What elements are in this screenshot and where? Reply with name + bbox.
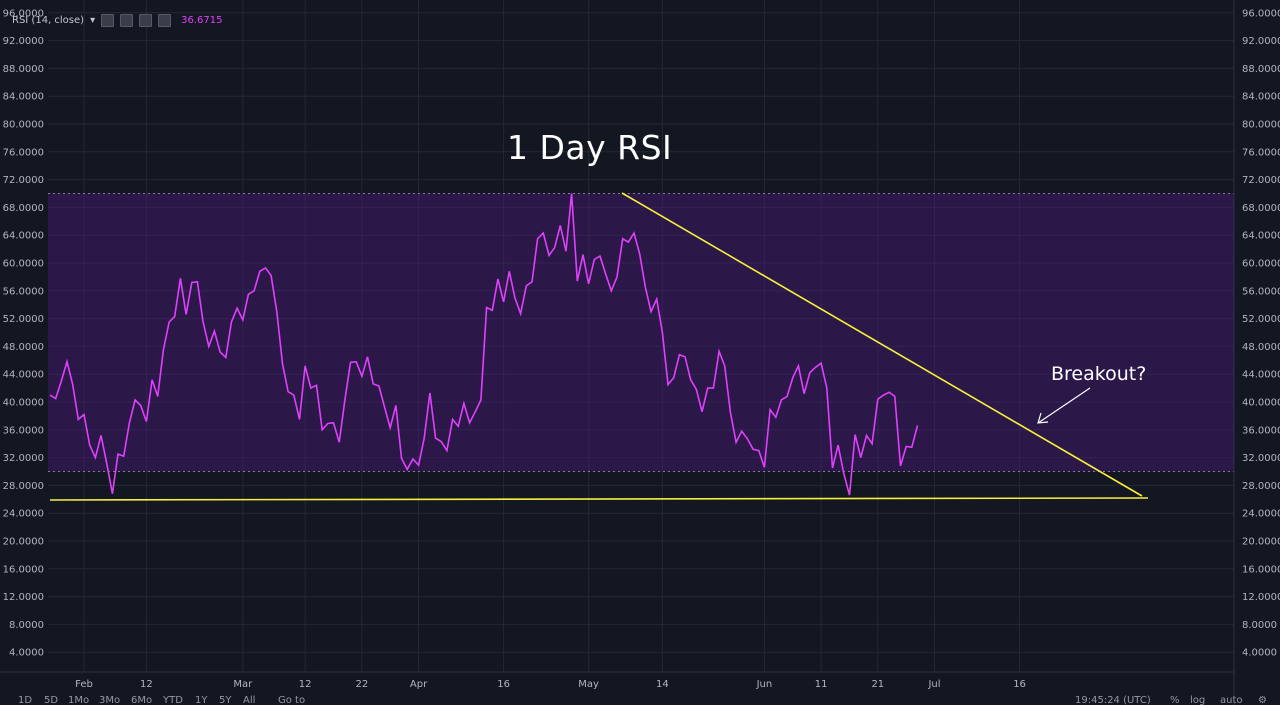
y-tick-left: 84.0000 (3, 92, 44, 103)
rsi-band (48, 193, 1234, 472)
y-tick-left: 36.0000 (3, 425, 44, 436)
indicator-value: 36.6715 (181, 14, 223, 26)
clock: 19:45:24 (UTC) (1075, 695, 1151, 705)
hide-icon[interactable] (120, 13, 134, 27)
x-tick: 12 (299, 679, 312, 690)
x-tick: Apr (410, 679, 428, 690)
y-tick-right: 64.0000 (1242, 231, 1280, 242)
descending-trendline (621, 192, 1143, 497)
y-tick-left: 44.0000 (3, 370, 44, 381)
y-tick-left: 24.0000 (3, 509, 44, 520)
timeframe-1d[interactable]: 1D (18, 695, 33, 705)
y-tick-left: 56.0000 (3, 286, 44, 297)
y-tick-right: 68.0000 (1242, 203, 1280, 214)
x-tick: May (578, 679, 599, 690)
x-tick: 21 (871, 679, 884, 690)
y-tick-right: 20.0000 (1242, 537, 1280, 548)
y-tick-left: 96.0000 (3, 8, 44, 19)
y-tick-right: 4.0000 (1242, 648, 1277, 659)
close-icon[interactable] (158, 13, 172, 27)
y-tick-right: 48.0000 (1242, 342, 1280, 353)
y-tick-right: 36.0000 (1242, 425, 1280, 436)
y-tick-left: 4.0000 (9, 648, 44, 659)
x-tick: 16 (1013, 679, 1026, 690)
y-tick-right: 24.0000 (1242, 509, 1280, 520)
y-tick-left: 88.0000 (3, 64, 44, 75)
bottom-toolbar: 1D 5D 1Mo 3Mo 6Mo YTD 1Y 5Y All Go to 19… (0, 694, 1280, 705)
goto-button[interactable]: Go to (278, 695, 306, 705)
y-tick-right: 76.0000 (1242, 147, 1280, 158)
x-tick: Mar (233, 679, 253, 690)
chart-annotation-title: 1 Day RSI (507, 128, 673, 167)
y-tick-left: 64.0000 (3, 231, 44, 242)
timeframe-5d[interactable]: 5D (44, 695, 59, 705)
gear-icon[interactable]: ⚙ (1258, 695, 1267, 705)
timeframe-6mo[interactable]: 6Mo (131, 695, 153, 705)
log-toggle[interactable]: log (1190, 695, 1206, 705)
y-tick-left: 20.0000 (3, 537, 44, 548)
y-tick-right: 80.0000 (1242, 120, 1280, 131)
more-icon[interactable] (139, 13, 153, 27)
x-axis: Feb 12 Mar 12 22 Apr 16 May 14 Jun 11 21 Jul 16 (75, 679, 1026, 690)
y-tick-left: 68.0000 (3, 203, 44, 214)
auto-toggle[interactable]: auto (1220, 695, 1243, 705)
breakout-callout: Breakout? (1051, 363, 1147, 385)
y-tick-left: 8.0000 (9, 620, 44, 631)
y-tick-right: 88.0000 (1242, 64, 1280, 75)
chevron-down-icon[interactable]: ▾ (90, 14, 96, 26)
x-tick: Jun (756, 679, 773, 690)
breakout-arrow (1037, 387, 1091, 424)
x-tick: 12 (140, 679, 153, 690)
y-tick-left: 72.0000 (3, 175, 44, 186)
rsi-series-line (49, 193, 919, 496)
timeframe-1mo[interactable]: 1Mo (68, 695, 90, 705)
x-tick: 11 (815, 679, 828, 690)
y-tick-left: 12.0000 (3, 592, 44, 603)
y-tick-left: 16.0000 (3, 564, 44, 575)
y-tick-right: 16.0000 (1242, 564, 1280, 575)
indicator-legend[interactable]: RSI (14, close) ▾ 36.6715 (12, 12, 222, 28)
x-tick: Feb (75, 679, 93, 690)
y-tick-right: 84.0000 (1242, 92, 1280, 103)
indicator-label[interactable]: RSI (14, close) (12, 14, 85, 26)
y-tick-right: 72.0000 (1242, 175, 1280, 186)
y-tick-right: 44.0000 (1242, 370, 1280, 381)
y-tick-left: 76.0000 (3, 147, 44, 158)
y-tick-left: 52.0000 (3, 314, 44, 325)
timeframe-5y[interactable]: 5Y (219, 695, 232, 705)
timeframe-3mo[interactable]: 3Mo (99, 695, 121, 705)
x-tick: 14 (656, 679, 669, 690)
y-tick-right: 32.0000 (1242, 453, 1280, 464)
y-axis-left: 96.0000 92.0000 88.0000 84.0000 80.0000 76.00… (3, 8, 44, 658)
y-tick-left: 32.0000 (3, 453, 44, 464)
y-axis-right: 96.0000 92.0000 88.0000 84.0000 80.0000 76.00… (1242, 8, 1280, 658)
y-tick-right: 28.0000 (1242, 481, 1280, 492)
y-tick-right: 52.0000 (1242, 314, 1280, 325)
y-tick-right: 60.0000 (1242, 259, 1280, 270)
y-tick-left: 60.0000 (3, 259, 44, 270)
timeframe-ytd[interactable]: YTD (163, 695, 183, 705)
y-tick-left: 92.0000 (3, 36, 44, 47)
timeframe-all[interactable]: All (243, 695, 256, 705)
y-tick-right: 40.0000 (1242, 398, 1280, 409)
x-tick: 22 (355, 679, 368, 690)
y-tick-right: 12.0000 (1242, 592, 1280, 603)
y-tick-right: 96.0000 (1242, 8, 1280, 19)
y-tick-left: 40.0000 (3, 398, 44, 409)
x-tick: 16 (497, 679, 510, 690)
support-trendline (49, 497, 1149, 501)
y-tick-right: 56.0000 (1242, 286, 1280, 297)
y-tick-left: 80.0000 (3, 120, 44, 131)
settings-icon[interactable] (101, 13, 115, 27)
x-tick: Jul (927, 679, 940, 690)
y-tick-left: 28.0000 (3, 481, 44, 492)
y-tick-left: 48.0000 (3, 342, 44, 353)
y-tick-right: 8.0000 (1242, 620, 1277, 631)
percent-toggle[interactable]: % (1170, 695, 1180, 705)
y-tick-right: 92.0000 (1242, 36, 1280, 47)
timeframe-1y[interactable]: 1Y (195, 695, 208, 705)
